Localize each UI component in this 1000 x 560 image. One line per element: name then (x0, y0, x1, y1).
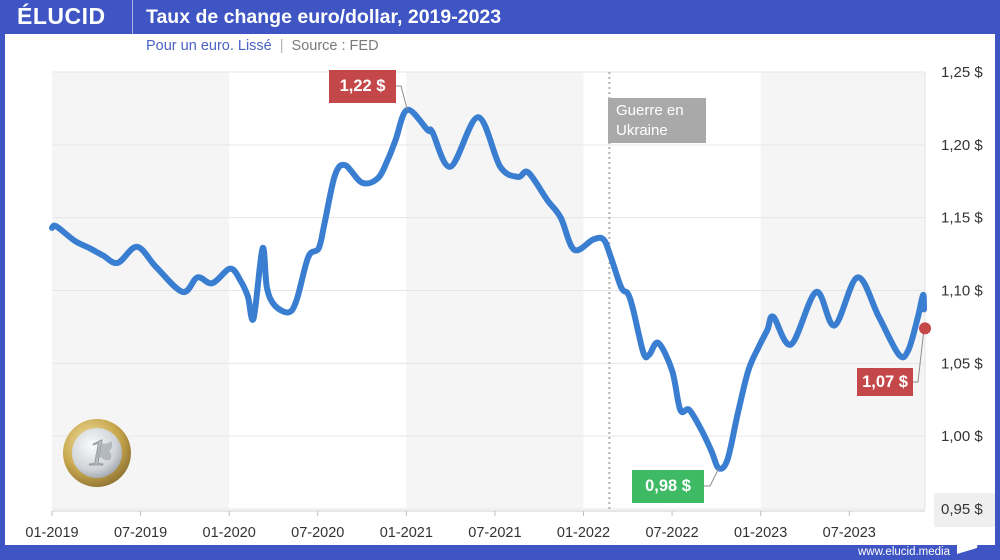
x-tick-label: 01-2020 (203, 525, 256, 541)
euro-coin-icon: 1 (63, 419, 131, 487)
x-tick-label: 07-2019 (114, 525, 167, 541)
gridlines (52, 71, 925, 510)
elucid-flag-icon (957, 541, 978, 554)
x-tick-label: 01-2023 (734, 525, 787, 541)
event-label-line: Ukraine (616, 121, 668, 139)
x-tick-label: 07-2022 (645, 525, 698, 541)
x-tick-label: 01-2021 (380, 525, 433, 541)
subtitle-source: Source : FED (291, 38, 379, 54)
y-tick-label: 1,20 $ (941, 137, 983, 154)
y-tick-label: 1,25 $ (941, 64, 983, 81)
y-tick-label: 1,05 $ (941, 355, 983, 372)
y-tick-label: 1,00 $ (941, 428, 983, 445)
series-line-eur-usd (49, 106, 927, 472)
x-axis: 01-2019 07-2019 01-2020 07-2020 01-2021 07-20… (25, 510, 925, 541)
annotation-leader-last (913, 328, 925, 383)
elucid-logo: ÉLUCID (17, 3, 106, 29)
min-value-label: 0,98 $ (632, 470, 704, 503)
x-tick-label: 01-2019 (25, 525, 78, 541)
y-tick-label: 0,95 $ (941, 501, 983, 518)
y-axis: 1,25 $ 1,20 $ 1,15 $ 1,10 $ 1,05 $ 1,00 $ 0,95… (941, 64, 983, 518)
y-axis-bottom-label-bg (934, 493, 995, 527)
max-value-label: 1,22 $ (329, 70, 396, 103)
event-label-ukraine-war: Guerre en Ukraine (608, 98, 706, 143)
x-tick-label: 07-2021 (468, 525, 521, 541)
subtitle-note: Pour un euro. Lissé (146, 38, 272, 54)
header-divider (132, 0, 133, 34)
subtitle-separator: | (279, 38, 284, 54)
event-label-line: Guerre en (616, 101, 684, 119)
footer-url[interactable]: www.elucid.media (857, 546, 950, 558)
last-value-label: 1,07 $ (857, 368, 913, 396)
y-tick-label: 1,10 $ (941, 283, 983, 300)
chart-subtitle: Pour un euro. Lissé | Source : FED (146, 38, 379, 54)
x-tick-label: 01-2022 (557, 525, 610, 541)
chart-title: Taux de change euro/dollar, 2019-2023 (146, 6, 502, 28)
annotation-leader-min (704, 467, 720, 487)
annotation-leader-max (396, 85, 408, 111)
last-value-marker (919, 322, 932, 335)
x-tick-label: 07-2020 (291, 525, 344, 541)
y-tick-label: 1,15 $ (941, 210, 983, 227)
annotation-leaders (396, 85, 925, 487)
x-tick-label: 07-2023 (823, 525, 876, 541)
